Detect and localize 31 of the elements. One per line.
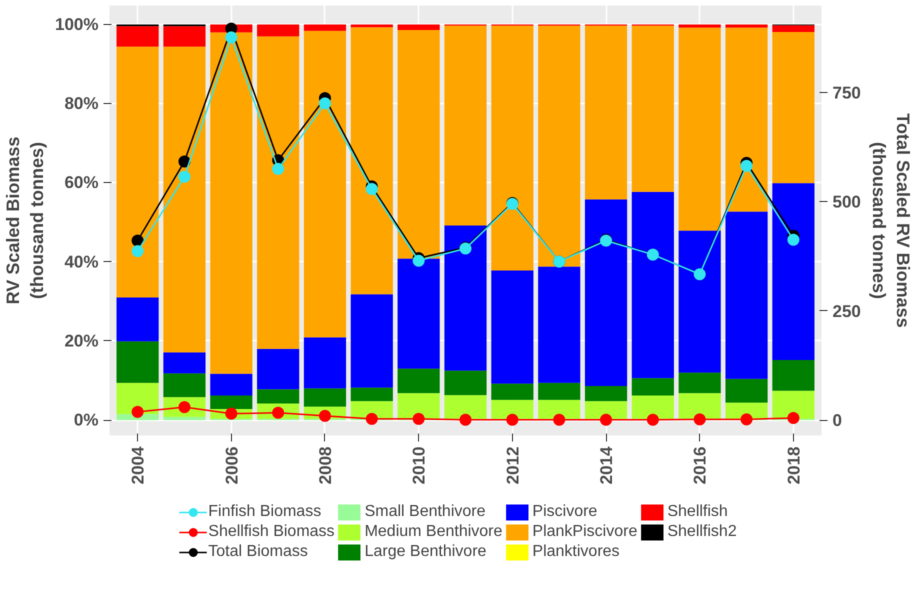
y-tick-label: 0% — [74, 410, 99, 430]
x-tick-label: 2006 — [222, 446, 242, 484]
y2-tick-label: 500 — [832, 192, 861, 212]
x-tick-label: 2004 — [128, 446, 148, 484]
y2-tick-label: 750 — [832, 83, 861, 102]
legend-label: Medium Benthivore — [364, 522, 502, 542]
x-tick-label: 2012 — [503, 446, 522, 484]
legend-label: Small Benthivore — [364, 502, 486, 522]
legend-label: Shellfish Biomass — [208, 522, 335, 542]
legend-label: PlankPiscivore — [532, 522, 638, 542]
x-tick-label: 2014 — [597, 446, 616, 484]
legend-label: Finfish Biomass — [208, 502, 322, 522]
y-tick-label: 100% — [55, 14, 99, 34]
y-tick-label: 20% — [64, 331, 99, 350]
y2-tick-label: 250 — [832, 302, 861, 321]
legend-label: Total Biomass — [208, 542, 308, 562]
legend-label: Shellfish2 — [667, 522, 737, 542]
y2-axis-title: Total Scaled RV Biomass (thousand tonnes) — [868, 113, 913, 328]
y-tick-label: 80% — [64, 94, 99, 114]
legend-label: Shellfish — [667, 502, 728, 522]
y2-tick-label: 0 — [832, 411, 842, 430]
x-tick-label: 2008 — [316, 446, 335, 484]
y-axis-title: RV Scaled Biomass (thousand tonnes) — [3, 136, 48, 304]
y-tick-label: 40% — [64, 252, 99, 272]
x-tick-label: 2010 — [410, 446, 429, 484]
x-tick-label: 2016 — [690, 446, 710, 484]
y-tick-label: 60% — [64, 173, 99, 192]
legend-label: Large Benthivore — [364, 542, 486, 562]
x-tick-label: 2018 — [784, 446, 804, 484]
legend-label: Piscivore — [532, 502, 598, 522]
legend-label: Planktivores — [532, 542, 620, 562]
